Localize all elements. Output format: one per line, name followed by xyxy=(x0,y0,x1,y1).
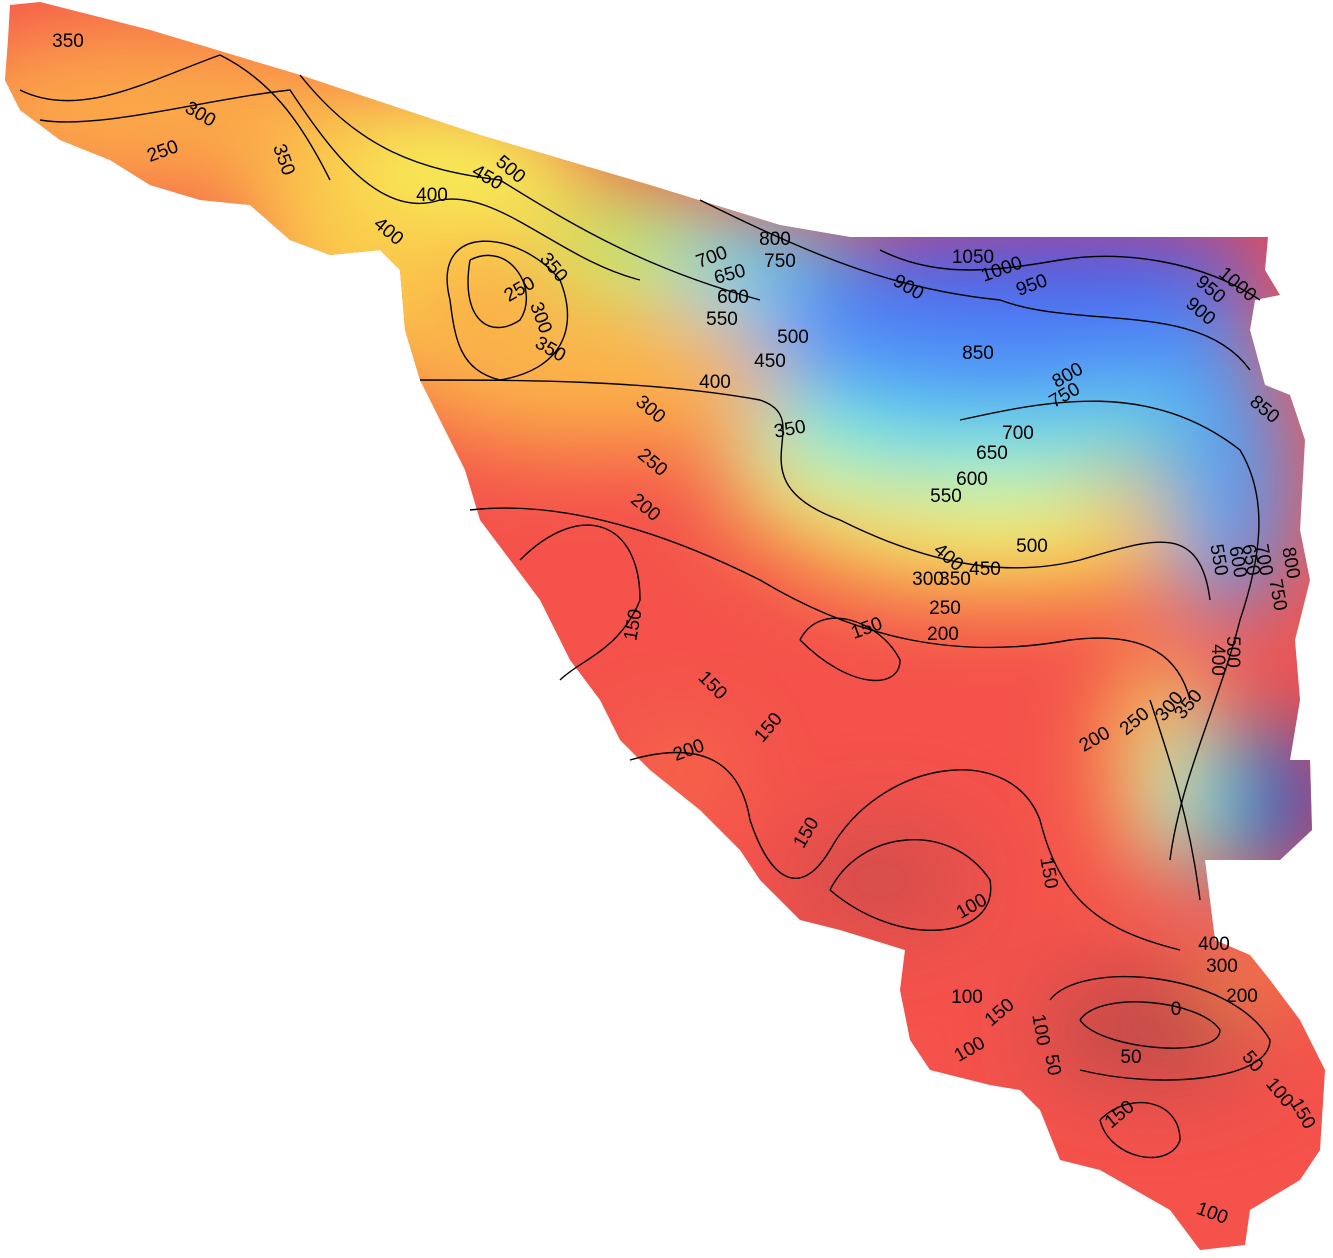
contour-label: 250 xyxy=(929,598,961,619)
contour-label: 500 xyxy=(777,327,809,348)
contour-label: 450 xyxy=(969,559,1001,580)
contour-label: 400 xyxy=(1198,934,1230,955)
contour-label: 400 xyxy=(416,185,448,206)
contour-label: 0 xyxy=(1171,999,1182,1020)
contour-label: 400 xyxy=(1207,644,1228,676)
contour-label: 200 xyxy=(927,624,959,645)
contour-label: 450 xyxy=(754,351,786,372)
contour-label: 1050 xyxy=(952,247,994,268)
contour-label: 300 xyxy=(1206,956,1238,977)
contour-label: 750 xyxy=(764,251,796,272)
contour-label: 300 xyxy=(912,569,944,590)
contour-label: 500 xyxy=(1222,636,1243,668)
contour-label: 600 xyxy=(956,469,988,490)
contour-label: 550 xyxy=(930,486,962,507)
contour-label: 800 xyxy=(759,229,791,250)
contour-label: 350 xyxy=(52,31,84,52)
contour-label: 50 xyxy=(1040,1053,1064,1077)
contour-label: 350 xyxy=(939,569,971,590)
contour-label: 600 xyxy=(717,287,749,308)
contour-label: 850 xyxy=(962,343,994,364)
contour-label: 700 xyxy=(1002,423,1034,444)
contour-label: 550 xyxy=(706,309,738,330)
contour-label: 100 xyxy=(951,987,983,1008)
contour-lines xyxy=(19,54,1271,1159)
contour-label: 650 xyxy=(976,443,1008,464)
contour-label: 50 xyxy=(1120,1047,1141,1068)
contour-label: 200 xyxy=(1226,986,1258,1007)
contour-label: 500 xyxy=(1016,536,1048,557)
contour-label: 400 xyxy=(699,372,731,393)
